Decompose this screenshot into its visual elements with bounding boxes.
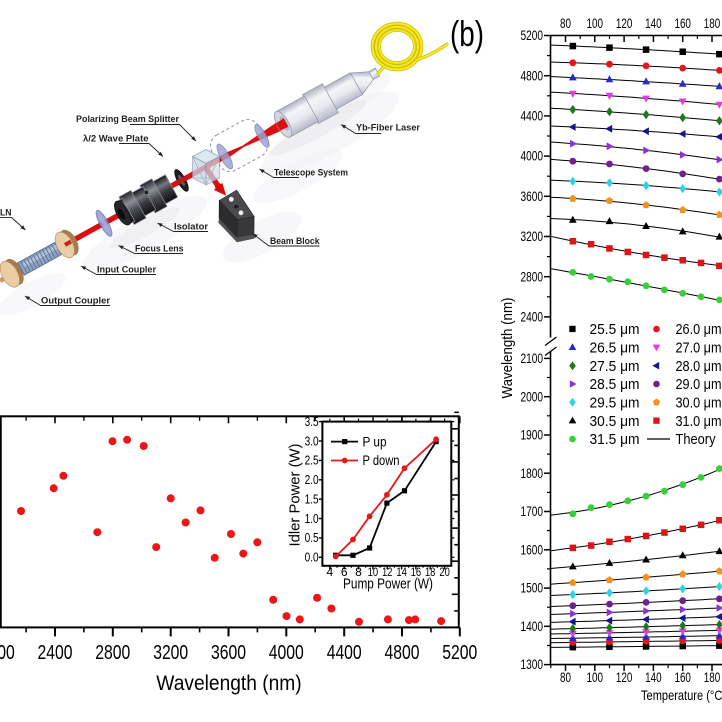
svg-text:LN: LN [0,208,12,219]
svg-text:80: 80 [560,670,571,685]
svg-text:2100: 2100 [521,351,544,366]
svg-text:8: 8 [355,565,362,579]
svg-text:3.5: 3.5 [305,415,319,429]
svg-text:1300: 1300 [521,657,544,672]
svg-text:4400: 4400 [327,642,362,664]
svg-text:31.5 μm: 31.5 μm [590,432,640,448]
svg-text:Output Coupler: Output Coupler [41,296,110,307]
svg-text:Wavelength (nm): Wavelength (nm) [500,298,516,399]
svg-text:27.5 μm: 27.5 μm [590,359,640,375]
svg-text:3600: 3600 [211,642,246,664]
svg-text:27.0 μm: 27.0 μm [676,341,722,357]
svg-text:160: 160 [674,670,691,685]
svg-text:2400: 2400 [521,310,544,325]
svg-text:1500: 1500 [521,581,544,596]
svg-text:6: 6 [341,565,348,579]
svg-text:1.5: 1.5 [305,492,319,506]
svg-text:1400: 1400 [521,619,544,634]
svg-text:λ/2 Wave Plate: λ/2 Wave Plate [83,134,149,145]
svg-text:2400: 2400 [38,642,73,664]
svg-text:4400: 4400 [521,109,544,124]
svg-text:P down: P down [363,452,400,468]
svg-text:140: 140 [645,16,662,31]
svg-text:20: 20 [439,565,450,579]
svg-text:Focus Lens: Focus Lens [135,244,184,255]
svg-text:0.5: 0.5 [305,531,319,545]
svg-text:Beam Block: Beam Block [270,236,320,247]
svg-text:1.0: 1.0 [305,512,319,526]
svg-text:4000: 4000 [521,149,544,164]
svg-text:Idler Power (W): Idler Power (W) [288,444,304,547]
svg-text:Yb-Fiber Laser: Yb-Fiber Laser [356,123,420,134]
svg-text:5200: 5200 [442,642,477,664]
svg-text:4: 4 [326,565,333,579]
svg-text:5200: 5200 [521,28,544,43]
svg-text:Telescope System: Telescope System [274,168,348,179]
svg-text:3.0: 3.0 [305,434,319,448]
svg-text:12: 12 [382,565,393,579]
svg-text:(b): (b) [450,13,484,54]
svg-text:1600: 1600 [521,542,544,557]
svg-text:2800: 2800 [521,269,544,284]
svg-text:4800: 4800 [521,68,544,83]
svg-text:3600: 3600 [521,189,544,204]
svg-text:Isolator: Isolator [174,222,208,233]
svg-text:120: 120 [616,16,633,31]
svg-text:Polarizing Beam Splitter: Polarizing Beam Splitter [76,114,179,125]
svg-text:2.5: 2.5 [305,454,319,468]
svg-text:180: 180 [704,16,721,31]
svg-text:100: 100 [587,670,604,685]
svg-text:14: 14 [396,565,407,579]
svg-text:4800: 4800 [385,642,420,664]
svg-text:4000: 4000 [269,642,304,664]
svg-text:Theory: Theory [676,432,717,448]
svg-text:160: 160 [674,16,691,31]
svg-text:Wavelength (nm): Wavelength (nm) [156,672,301,695]
svg-text:2.0: 2.0 [305,473,319,487]
svg-text:1700: 1700 [521,504,544,519]
svg-text:Temperature (°C): Temperature (°C) [641,687,722,703]
svg-text:1800: 1800 [521,466,544,481]
svg-text:31.0 μm: 31.0 μm [676,414,722,430]
svg-text:25.5 μm: 25.5 μm [590,322,640,338]
svg-text:3200: 3200 [153,642,188,664]
svg-text:3200: 3200 [521,229,544,244]
svg-text:2000: 2000 [521,389,544,404]
svg-text:Input Coupler: Input Coupler [97,265,156,276]
svg-text:10: 10 [368,565,379,579]
svg-text:120: 120 [616,670,633,685]
svg-text:30.5 μm: 30.5 μm [590,414,640,430]
svg-text:180: 180 [704,670,721,685]
svg-text:100: 100 [587,16,604,31]
svg-text:2000: 2000 [0,642,15,664]
svg-text:29.0 μm: 29.0 μm [676,377,722,393]
svg-text:18: 18 [425,565,436,579]
svg-text:29.5 μm: 29.5 μm [590,396,640,412]
svg-text:30.0 μm: 30.0 μm [676,396,722,412]
svg-text:0.0: 0.0 [305,551,319,565]
svg-text:P up: P up [363,433,387,449]
svg-text:16: 16 [411,565,422,579]
svg-text:2800: 2800 [95,642,130,664]
svg-text:28.0 μm: 28.0 μm [676,359,722,375]
svg-text:28.5 μm: 28.5 μm [590,377,640,393]
svg-text:140: 140 [645,670,662,685]
svg-text:1900: 1900 [521,428,544,443]
svg-text:80: 80 [560,16,571,31]
svg-text:Pump Power (W): Pump Power (W) [343,577,433,593]
svg-text:26.5 μm: 26.5 μm [590,341,640,357]
svg-text:26.0 μm: 26.0 μm [676,322,722,338]
